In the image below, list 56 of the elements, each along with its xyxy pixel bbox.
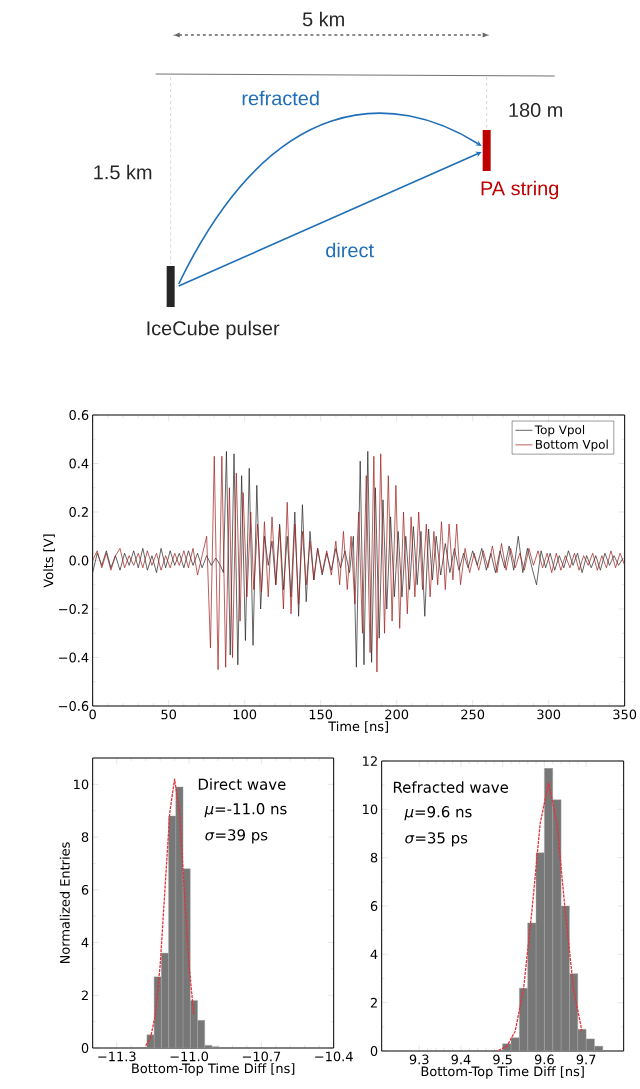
x-tick-label: −11.3	[98, 1051, 136, 1062]
text: PA string	[481, 180, 558, 200]
y-tick-label: −0.6	[58, 701, 89, 711]
x-tick-label: 350	[613, 709, 636, 720]
y-axis-title: Normalized Entries	[59, 842, 70, 964]
y-tick-label: 10	[362, 804, 378, 815]
y-tick-label: 0.6	[69, 410, 89, 420]
x-tick-label: 100	[233, 709, 256, 720]
y-tick-label: −0.2	[58, 604, 88, 614]
x-tick-label: 9.7	[576, 1054, 596, 1065]
text: IceCube pulser	[147, 320, 280, 340]
annotation: σ=39 ps	[205, 829, 268, 844]
y-tick-label: 0	[81, 1043, 89, 1053]
x-tick-label: −10.7	[242, 1051, 280, 1062]
annotation: σ=35 ps	[405, 832, 468, 847]
y-tick-label: 2	[370, 997, 377, 1008]
y-axis-title: Volts [V]	[43, 534, 55, 588]
annotation: μ=9.6 ns	[404, 806, 472, 821]
x-tick-label: 0	[89, 709, 96, 720]
text: 180 m	[509, 102, 562, 118]
legend-label: Bottom Vpol	[535, 439, 608, 452]
y-tick-label: 6	[81, 884, 89, 895]
y-tick-label: 0.2	[69, 507, 88, 517]
x-tick-label: −11.0	[170, 1051, 208, 1062]
y-tick-label: 2	[81, 990, 88, 1001]
text: direct	[325, 242, 374, 258]
x-tick-label: −10.4	[315, 1051, 353, 1062]
legend-label: Top Vpol	[534, 425, 584, 437]
x-tick-label: 9.4	[451, 1054, 471, 1065]
y-tick-label: 12	[362, 756, 377, 766]
annotation: μ=-11.0 ns	[204, 803, 287, 818]
y-tick-label: 4	[81, 937, 89, 948]
x-axis-title: Bottom-Top Time Diff [ns]	[421, 1066, 584, 1079]
text: 1.5 km	[94, 164, 152, 180]
annotation: Direct wave	[198, 778, 286, 790]
text: 5 km	[302, 11, 344, 27]
y-tick-label: 6	[370, 901, 378, 911]
y-tick-label: 0.4	[69, 458, 89, 469]
text: refracted	[242, 90, 319, 106]
y-tick-label: 8	[81, 832, 89, 842]
x-axis-title: Bottom-Top Time Diff [ns]	[132, 1063, 295, 1076]
x-tick-label: 9.6	[534, 1054, 554, 1065]
x-tick-label: 150	[309, 709, 332, 720]
x-axis-title: Time [ns]	[328, 721, 388, 733]
x-tick-label: 200	[385, 709, 408, 720]
x-tick-label: 250	[461, 709, 484, 720]
x-tick-label: 50	[161, 709, 176, 720]
x-tick-label: 9.3	[409, 1054, 429, 1065]
y-tick-label: −0.4	[58, 652, 89, 663]
x-tick-label: 9.5	[493, 1054, 512, 1065]
annotation: Refracted wave	[393, 781, 508, 793]
y-tick-label: 4	[370, 949, 378, 960]
y-tick-label: 8	[370, 852, 378, 863]
y-tick-label: 0.0	[69, 555, 89, 566]
y-tick-label: 10	[73, 779, 89, 790]
x-tick-label: 300	[537, 709, 560, 720]
